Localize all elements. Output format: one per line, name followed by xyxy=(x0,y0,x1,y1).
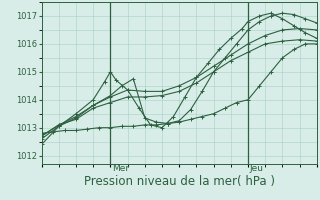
Text: Jeu: Jeu xyxy=(250,164,264,173)
Text: Mer: Mer xyxy=(112,164,129,173)
X-axis label: Pression niveau de la mer( hPa ): Pression niveau de la mer( hPa ) xyxy=(84,175,275,188)
